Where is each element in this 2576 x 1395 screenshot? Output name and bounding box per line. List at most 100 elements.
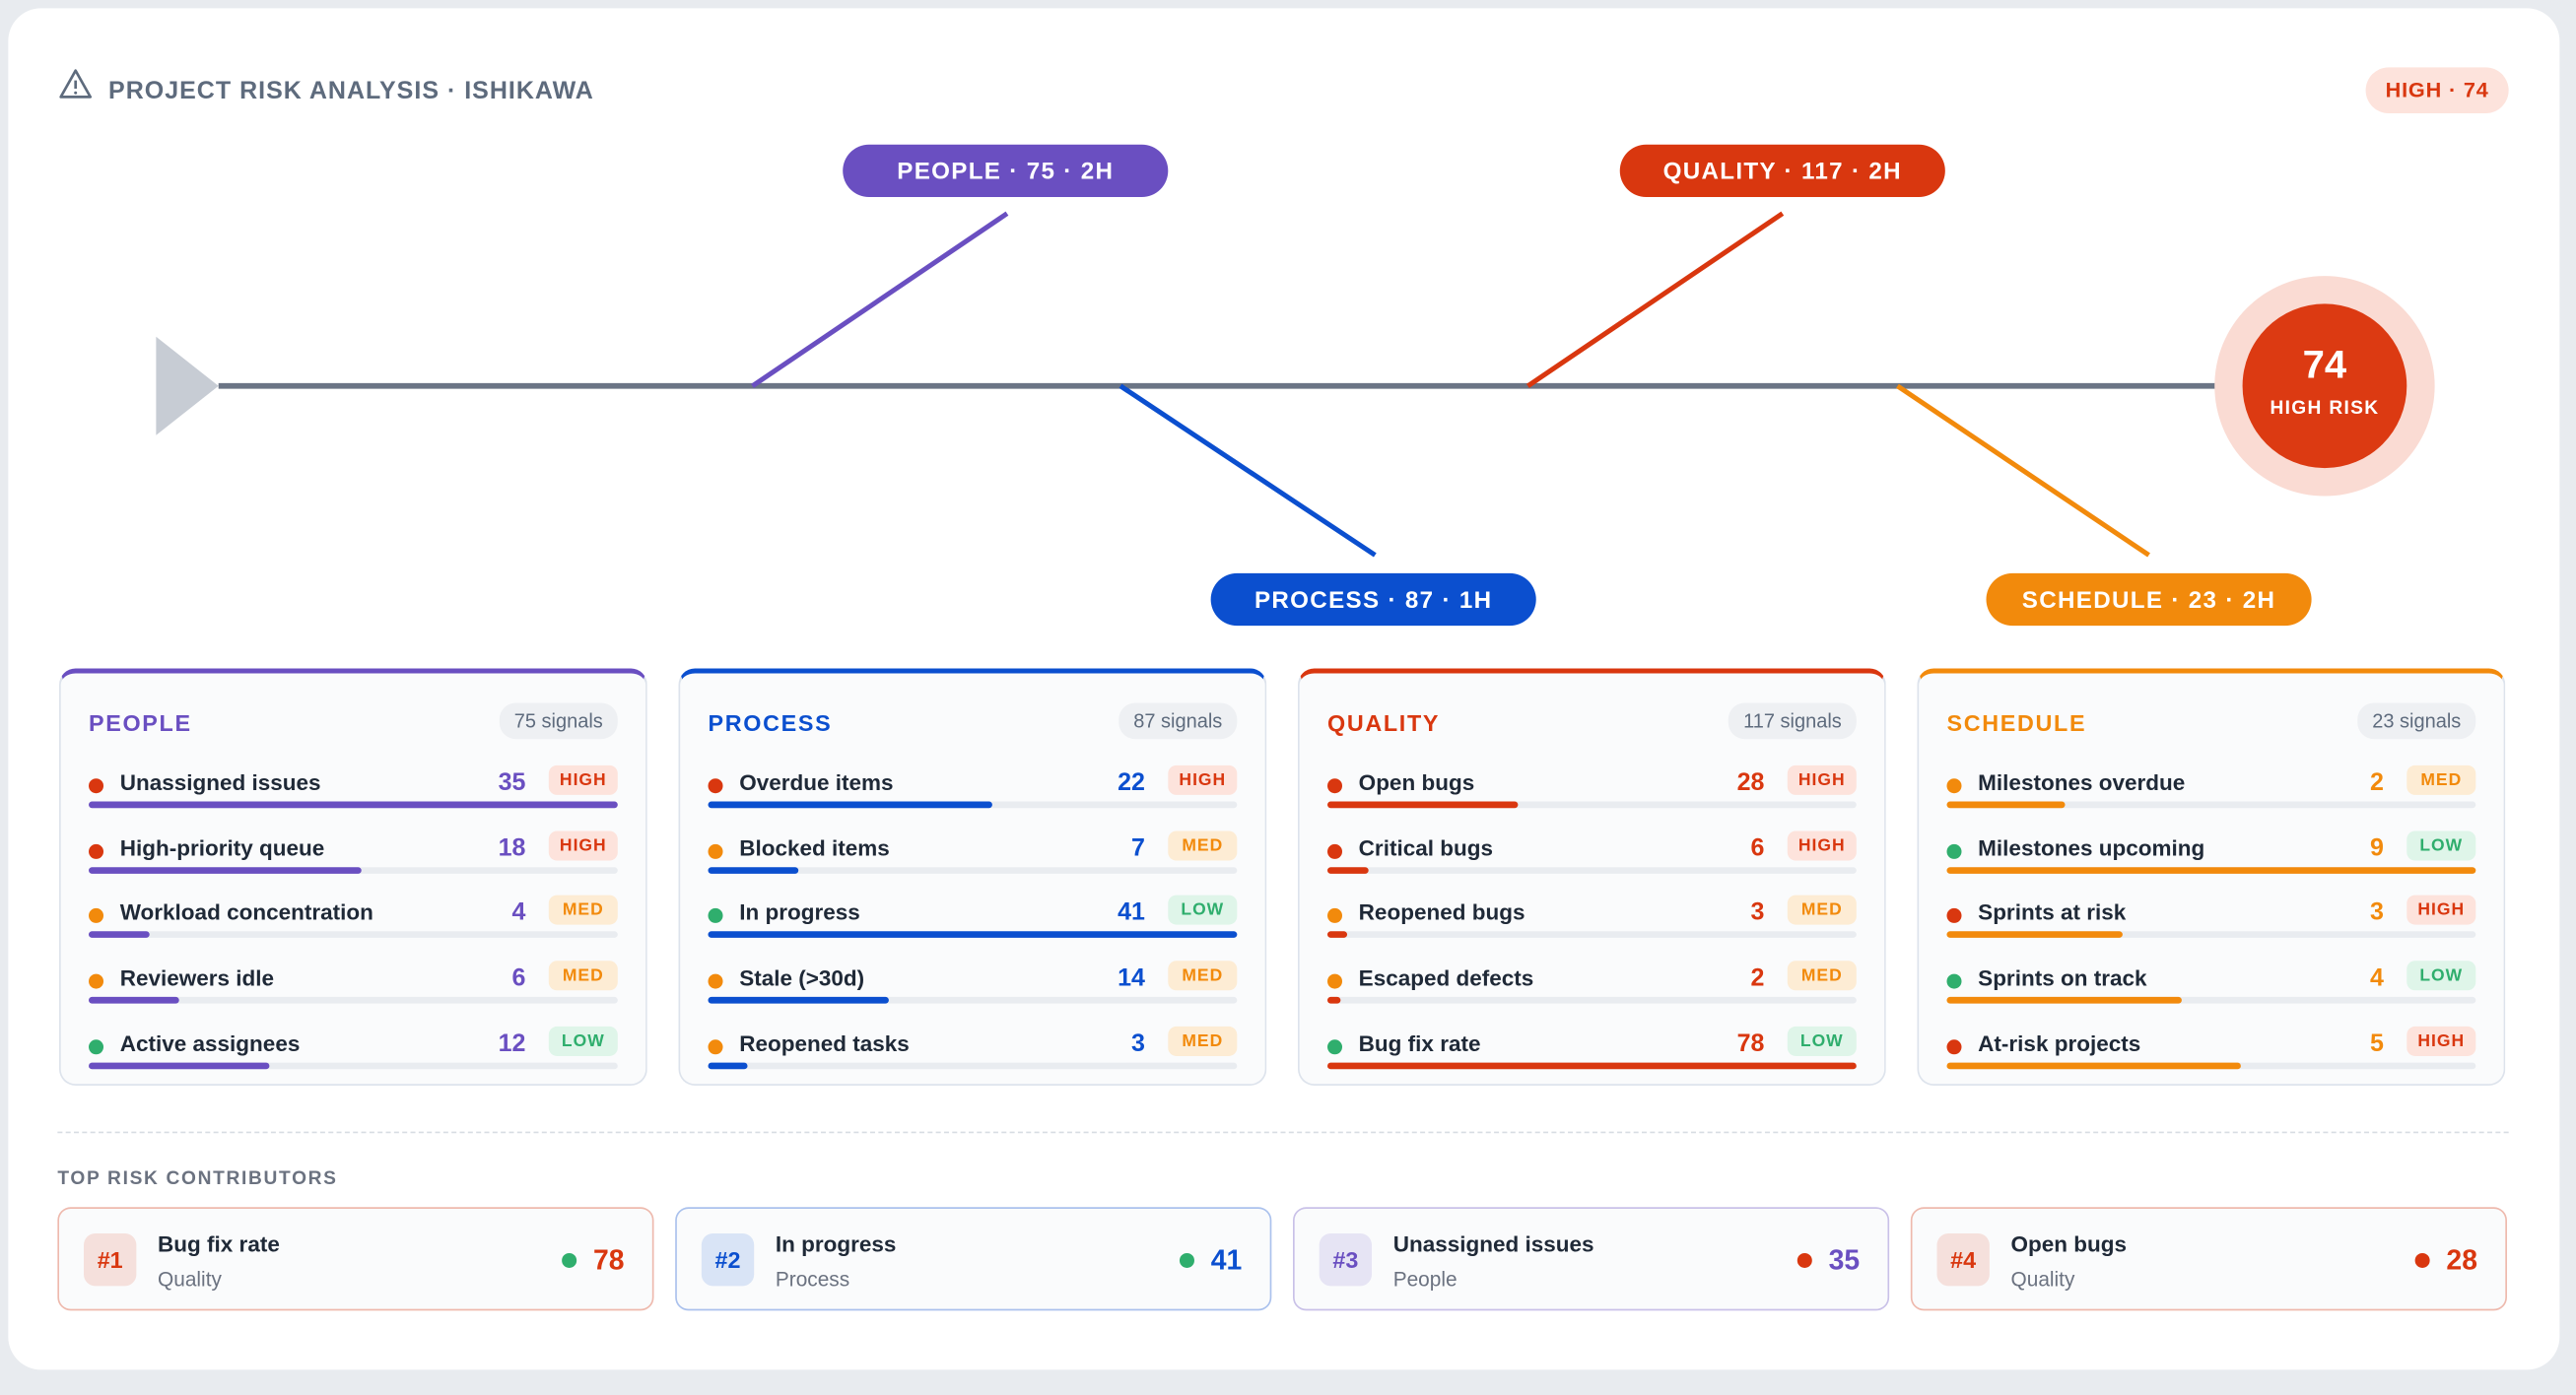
signal-row: Active assignees 12 LOW — [89, 1026, 618, 1091]
bar-track — [89, 1062, 618, 1069]
signal-row: Bug fix rate 78 LOW — [1327, 1026, 1857, 1091]
signal-row: Sprints at risk 3 HIGH — [1946, 896, 2476, 960]
signal-row: Reopened bugs 3 MED — [1327, 896, 1857, 960]
risk-badge: HIGH · 74 — [2365, 67, 2509, 114]
bar-track — [1946, 866, 2476, 874]
signal-name: Overdue items — [739, 769, 894, 795]
level-dot — [1327, 1038, 1343, 1054]
bar-track — [1327, 997, 1857, 1004]
signal-row: Milestones upcoming 9 LOW — [1946, 830, 2476, 895]
signal-value: 3 — [1131, 1029, 1145, 1058]
level-dot — [1327, 778, 1343, 794]
category-card: SCHEDULE 23 signals Milestones overdue 2 MED… — [1917, 668, 2506, 1086]
level-badge: MED — [1787, 896, 1857, 926]
level-dot — [1327, 973, 1343, 989]
bar — [1946, 1062, 2241, 1069]
signal-row: Blocked items 7 MED — [708, 830, 1238, 895]
bar-track — [1946, 997, 2476, 1004]
signal-name: Milestones upcoming — [1978, 835, 2205, 861]
bar — [89, 866, 362, 874]
bar-track — [708, 931, 1238, 939]
signal-name: Escaped defects — [1358, 965, 1534, 991]
fishbone-diagram: 74 HIGH RISK PEOPLE · 75 · 2H PROCESS · 8… — [156, 144, 2435, 627]
signal-value: 7 — [1131, 833, 1145, 862]
bone-pill — [843, 144, 1169, 198]
tail — [156, 336, 219, 435]
level-dot — [708, 1038, 723, 1054]
signal-row: Stale (>30d) 14 MED — [708, 961, 1238, 1025]
signal-row: At-risk projects 5 HIGH — [1946, 1026, 2476, 1091]
signal-value: 3 — [1750, 898, 1765, 927]
signal-name: Sprints on track — [1978, 965, 2147, 991]
bar — [708, 1062, 747, 1069]
signal-value: 14 — [1118, 963, 1145, 993]
warning-icon — [59, 69, 93, 99]
contributor-category: People — [1392, 1267, 1457, 1292]
level-dot — [89, 908, 104, 924]
bar — [708, 866, 799, 874]
level-dot — [1946, 778, 1962, 794]
signal-value: 6 — [511, 963, 526, 993]
bone — [751, 211, 1009, 388]
bone — [1119, 383, 1377, 558]
bar — [1946, 931, 2124, 939]
signal-value: 35 — [498, 768, 526, 797]
level-dot — [89, 1038, 104, 1054]
category-name: PROCESS — [708, 709, 833, 736]
bar-track — [1946, 931, 2476, 939]
level-dot — [1946, 973, 1962, 989]
level-badge: MED — [1168, 830, 1238, 861]
level-dot — [1946, 1038, 1962, 1054]
rank: #4 — [1936, 1232, 1990, 1287]
level-dot — [708, 778, 723, 794]
bar — [1327, 997, 1341, 1004]
level-badge: LOW — [1168, 896, 1238, 926]
signal-value: 22 — [1118, 768, 1145, 797]
rank: #3 — [1319, 1232, 1373, 1287]
bar — [1946, 801, 2065, 809]
level-badge: LOW — [548, 1026, 618, 1056]
bone-label: SCHEDULE · 23 · 2H — [2022, 587, 2276, 614]
signal-row: Reviewers idle 6 MED — [89, 961, 618, 1025]
contributor-card: #3 Unassigned issues People 35 — [1292, 1207, 1890, 1311]
contributor-category: Quality — [158, 1267, 222, 1292]
contributor-value: 78 — [592, 1244, 625, 1277]
level-dot — [1796, 1252, 1812, 1268]
contributor-name: In progress — [775, 1231, 897, 1257]
level-dot — [89, 843, 104, 859]
level-dot — [1327, 843, 1343, 859]
contributors-title: TOP RISK CONTRIBUTORS — [57, 1168, 338, 1189]
signal-count: 87 signals — [1119, 702, 1238, 740]
bar — [1327, 931, 1348, 939]
bar-track — [1327, 801, 1857, 809]
signal-name: Workload concentration — [119, 900, 373, 926]
bar — [1327, 866, 1369, 874]
bar-track — [89, 866, 618, 874]
contributor-name: Unassigned issues — [1392, 1231, 1594, 1257]
category-card: QUALITY 117 signals Open bugs 28 HIGH Critica… — [1298, 668, 1886, 1086]
bar — [1327, 801, 1518, 809]
bone — [1525, 211, 1785, 388]
signal-count: 75 signals — [499, 702, 618, 740]
bone-pill — [1210, 572, 1536, 627]
signal-row: Open bugs 28 HIGH — [1327, 764, 1857, 830]
level-badge: HIGH — [1168, 764, 1238, 795]
signal-value: 4 — [2370, 963, 2384, 993]
level-badge: HIGH — [1787, 830, 1857, 861]
bar-track — [1327, 931, 1857, 939]
signal-row: Sprints on track 4 LOW — [1946, 961, 2476, 1025]
bar — [708, 997, 889, 1004]
level-badge: MED — [1787, 961, 1857, 991]
signal-value: 41 — [1118, 898, 1145, 927]
bar-track — [708, 866, 1238, 874]
level-dot — [1946, 843, 1962, 859]
signal-name: Milestones overdue — [1978, 769, 2186, 795]
signal-value: 9 — [2370, 833, 2384, 862]
signal-name: At-risk projects — [1978, 1030, 2141, 1056]
bar — [708, 931, 1238, 939]
bone-label: PROCESS · 87 · 1H — [1254, 587, 1492, 614]
bar — [1946, 997, 2183, 1004]
signal-row: Workload concentration 4 MED — [89, 896, 618, 960]
